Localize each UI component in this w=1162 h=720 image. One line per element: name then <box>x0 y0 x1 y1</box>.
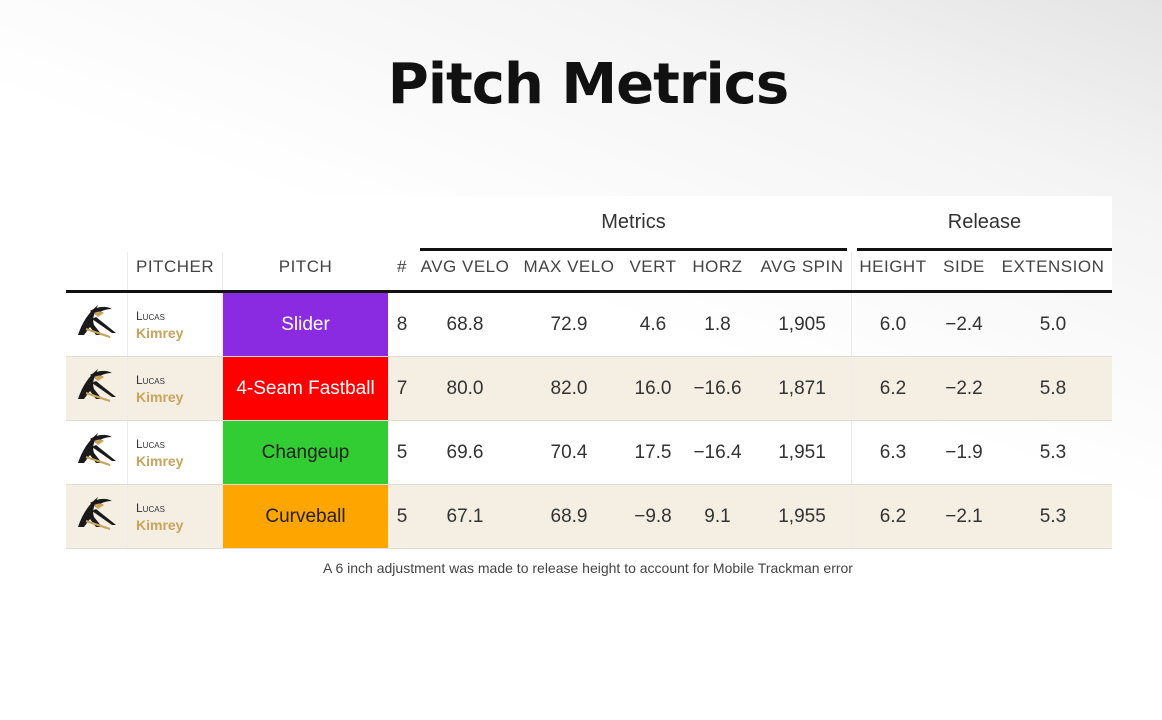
avg-spin-column-header: AVG SPIN <box>760 257 844 276</box>
team-logo-icon <box>78 369 116 402</box>
pitcher-cell: Lucas Kimrey <box>128 357 223 420</box>
table-row: Lucas Kimrey Slider 8 68.8 72.9 4.6 1.8 … <box>66 293 1112 357</box>
pitch-cell: Changeup <box>223 421 388 484</box>
avg-velo-cell: 68.8 <box>446 314 484 335</box>
height-cell: 6.3 <box>851 421 934 484</box>
pitcher-cell: Lucas Kimrey <box>128 485 223 548</box>
table-row: Lucas Kimrey Curveball 5 67.1 68.9 −9.8 … <box>66 485 1112 549</box>
max-velo-cell: 70.4 <box>550 442 588 463</box>
team-logo-icon <box>78 305 116 338</box>
extension-cell: 5.8 <box>1039 378 1067 399</box>
height-cell: 6.2 <box>851 485 934 548</box>
extension-cell: 5.0 <box>1039 314 1067 335</box>
horz-column-header: HORZ <box>692 257 743 276</box>
horz-cell: −16.4 <box>693 442 742 463</box>
count-cell: 8 <box>396 314 408 335</box>
vert-cell: 17.5 <box>634 442 672 463</box>
side-cell: −2.4 <box>945 314 983 335</box>
pitcher-first-name: Lucas <box>136 309 165 323</box>
height-cell: 6.0 <box>851 293 934 356</box>
count-column-header: # <box>397 257 407 276</box>
pitcher-first-name: Lucas <box>136 437 165 451</box>
avg-spin-cell: 1,955 <box>778 506 826 527</box>
page-title: Pitch Metrics <box>387 52 789 117</box>
pitch-cell: Slider <box>223 293 388 356</box>
pitch-cell: Curveball <box>223 485 388 548</box>
team-logo-cell <box>66 421 128 484</box>
pitcher-last-name: Kimrey <box>136 453 184 469</box>
extension-column-header: EXTENSION <box>1001 257 1105 276</box>
table-row: Lucas Kimrey Changeup 5 69.6 70.4 17.5 −… <box>66 421 1112 485</box>
count-cell: 7 <box>396 378 408 399</box>
height-column-header: HEIGHT <box>851 252 934 290</box>
pitcher-first-name: Lucas <box>136 373 165 387</box>
pitcher-last-name: Kimrey <box>136 389 184 405</box>
team-logo-icon <box>78 433 116 466</box>
side-cell: −1.9 <box>945 442 983 463</box>
team-logo-cell <box>66 485 128 548</box>
count-cell: 5 <box>396 506 408 527</box>
avg-spin-cell: 1,951 <box>778 442 826 463</box>
pitch-metrics-table: Metrics Release PITCHER PITCH # AVG VELO… <box>66 196 1112 549</box>
table-header-row: PITCHER PITCH # AVG VELO MAX VELO VERT H… <box>66 252 1112 293</box>
max-velo-cell: 68.9 <box>550 506 588 527</box>
vert-cell: −9.8 <box>634 506 672 527</box>
vert-cell: 16.0 <box>634 378 672 399</box>
side-cell: −2.1 <box>945 506 983 527</box>
extension-cell: 5.3 <box>1039 506 1067 527</box>
horz-cell: −16.6 <box>693 378 742 399</box>
table-body: Lucas Kimrey Slider 8 68.8 72.9 4.6 1.8 … <box>66 293 1112 549</box>
pitch-type-label: Curveball <box>223 485 388 548</box>
pitch-type-label: 4-Seam Fastball <box>223 357 388 420</box>
team-logo-cell <box>66 293 128 356</box>
pitch-column-header: PITCH <box>278 257 333 276</box>
release-spanner: Release <box>857 196 1112 251</box>
footnote: A 6 inch adjustment was made to release … <box>323 560 853 576</box>
column-group-row: Metrics Release <box>66 196 1112 252</box>
metrics-spanner: Metrics <box>420 196 847 251</box>
max-velo-cell: 72.9 <box>550 314 588 335</box>
pitch-type-label: Changeup <box>223 421 388 484</box>
table-row: Lucas Kimrey 4-Seam Fastball 7 80.0 82.0… <box>66 357 1112 421</box>
height-cell: 6.2 <box>851 357 934 420</box>
avg-velo-cell: 80.0 <box>446 378 484 399</box>
pitcher-cell: Lucas Kimrey <box>128 421 223 484</box>
team-logo-icon <box>78 497 116 530</box>
max-velo-cell: 82.0 <box>550 378 588 399</box>
horz-cell: 1.8 <box>704 314 731 335</box>
pitcher-first-name: Lucas <box>136 501 165 515</box>
logo-column-header <box>66 252 128 290</box>
vert-column-header: VERT <box>629 257 677 276</box>
team-logo-cell <box>66 357 128 420</box>
avg-velo-cell: 67.1 <box>446 506 484 527</box>
pitcher-last-name: Kimrey <box>136 517 184 533</box>
max-velo-column-header: MAX VELO <box>523 257 615 276</box>
avg-spin-cell: 1,905 <box>778 314 826 335</box>
avg-spin-cell: 1,871 <box>778 378 826 399</box>
vert-cell: 4.6 <box>639 314 667 335</box>
side-cell: −2.2 <box>945 378 983 399</box>
count-cell: 5 <box>396 442 408 463</box>
pitch-cell: 4-Seam Fastball <box>223 357 388 420</box>
extension-cell: 5.3 <box>1039 442 1067 463</box>
horz-cell: 9.1 <box>704 506 731 527</box>
side-column-header: SIDE <box>943 257 985 276</box>
pitcher-cell: Lucas Kimrey <box>128 293 223 356</box>
pitcher-column-header: PITCHER <box>128 252 223 290</box>
avg-velo-column-header: AVG VELO <box>420 257 510 276</box>
pitcher-last-name: Kimrey <box>136 325 184 341</box>
avg-velo-cell: 69.6 <box>446 442 484 463</box>
pitch-type-label: Slider <box>223 293 388 356</box>
